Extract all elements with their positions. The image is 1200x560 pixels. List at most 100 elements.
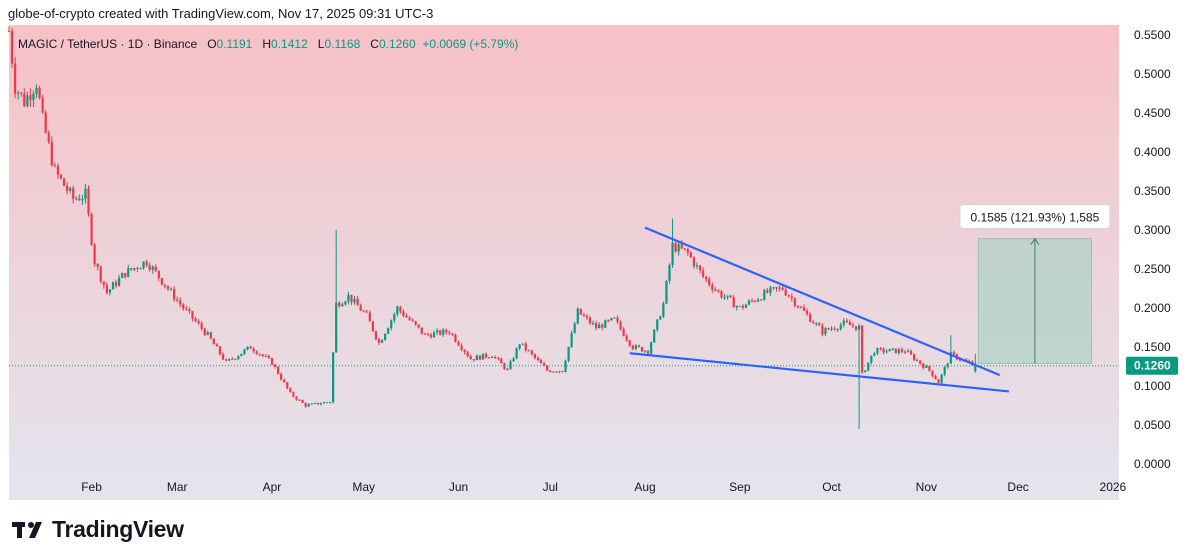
- candle-body: [23, 93, 26, 107]
- candle: [26, 91, 29, 108]
- candle-body: [127, 268, 130, 277]
- candle: [851, 322, 855, 329]
- candle-body: [582, 314, 585, 317]
- candle-body: [628, 340, 631, 346]
- candle-body: [350, 294, 353, 303]
- candle: [454, 333, 457, 343]
- candle: [59, 173, 63, 180]
- candle: [292, 391, 295, 398]
- candle-body: [221, 354, 225, 360]
- candle: [215, 343, 219, 347]
- candle: [84, 183, 87, 204]
- candle-body: [117, 277, 121, 286]
- candle-body: [283, 379, 286, 383]
- candle: [735, 305, 738, 311]
- candle-body: [47, 132, 50, 142]
- candle-body: [258, 354, 261, 356]
- candle-body: [325, 402, 329, 404]
- candle: [974, 353, 977, 373]
- drawings-group: 0.1585 (121.93%) 1,585: [9, 204, 1119, 393]
- candle: [558, 370, 561, 374]
- candle-body: [601, 324, 604, 328]
- candle: [17, 90, 20, 100]
- x-tick-label: Dec: [1007, 480, 1028, 494]
- candle-body: [463, 349, 466, 353]
- candle: [671, 218, 674, 269]
- candle: [879, 346, 882, 351]
- candle: [188, 307, 191, 314]
- candle: [270, 357, 274, 365]
- candle-body: [815, 323, 818, 325]
- candle-body: [475, 355, 478, 361]
- candle-body: [680, 244, 683, 249]
- candle-body: [478, 355, 482, 360]
- candle: [50, 136, 53, 167]
- candle-body: [319, 403, 323, 405]
- candle-body: [833, 328, 836, 330]
- candle-body: [506, 369, 509, 371]
- candle-body: [799, 307, 803, 309]
- candle-body: [922, 363, 925, 368]
- candle-body: [754, 300, 757, 302]
- candle-body: [772, 287, 775, 289]
- candle-body: [530, 350, 533, 355]
- trendline-lower: [629, 352, 1010, 393]
- candle: [521, 343, 524, 346]
- candle: [325, 402, 329, 404]
- candle-body: [931, 370, 934, 377]
- candle: [47, 130, 50, 145]
- candle-body: [298, 399, 301, 401]
- y-tick-label: 0.2000: [1134, 301, 1171, 315]
- measure-label: 0.1585 (121.93%) 1,585: [971, 211, 1100, 225]
- candle: [20, 92, 23, 97]
- price-chart[interactable]: 0.1585 (121.93%) 1,585 0.5500 0.5000 0.450…: [0, 0, 1200, 500]
- candle: [448, 330, 451, 336]
- candle-body: [295, 396, 298, 400]
- candle: [595, 320, 598, 331]
- candle: [943, 365, 946, 377]
- candle: [717, 289, 720, 293]
- candle: [867, 362, 870, 372]
- candle: [249, 345, 252, 349]
- candle-body: [861, 325, 864, 373]
- candle: [243, 348, 246, 356]
- candle: [793, 297, 796, 308]
- candle-body: [891, 348, 894, 350]
- candle-body: [26, 95, 29, 107]
- candle: [301, 399, 304, 403]
- candle-body: [536, 357, 540, 361]
- candle: [145, 259, 148, 267]
- candle-body: [225, 359, 228, 361]
- candle-body: [50, 141, 53, 166]
- candle-body: [558, 371, 561, 373]
- candle: [515, 347, 518, 360]
- candle: [812, 319, 815, 324]
- candle-body: [570, 333, 573, 347]
- candle: [23, 88, 26, 108]
- candle: [117, 274, 121, 287]
- candle-body: [267, 356, 271, 359]
- candle: [931, 370, 934, 378]
- plot-background: [9, 25, 1119, 500]
- candle: [475, 354, 478, 361]
- candle: [576, 307, 579, 325]
- candle-body: [457, 341, 460, 346]
- candle-body: [261, 354, 264, 356]
- candle: [472, 359, 475, 362]
- candle: [261, 354, 264, 358]
- candle-body: [946, 363, 949, 367]
- candle-body: [90, 213, 93, 245]
- y-tick-label: 0.1500: [1134, 340, 1171, 354]
- candle-body: [555, 371, 558, 373]
- candle: [228, 358, 231, 362]
- candle-body: [521, 343, 524, 345]
- candle: [365, 309, 368, 313]
- candle-body: [246, 346, 249, 350]
- candle-body: [344, 301, 347, 305]
- candle: [934, 374, 937, 380]
- candle-body: [616, 317, 619, 322]
- x-tick-label: Jun: [449, 480, 468, 494]
- candle: [738, 305, 741, 308]
- candle: [179, 297, 182, 308]
- candle: [197, 319, 200, 325]
